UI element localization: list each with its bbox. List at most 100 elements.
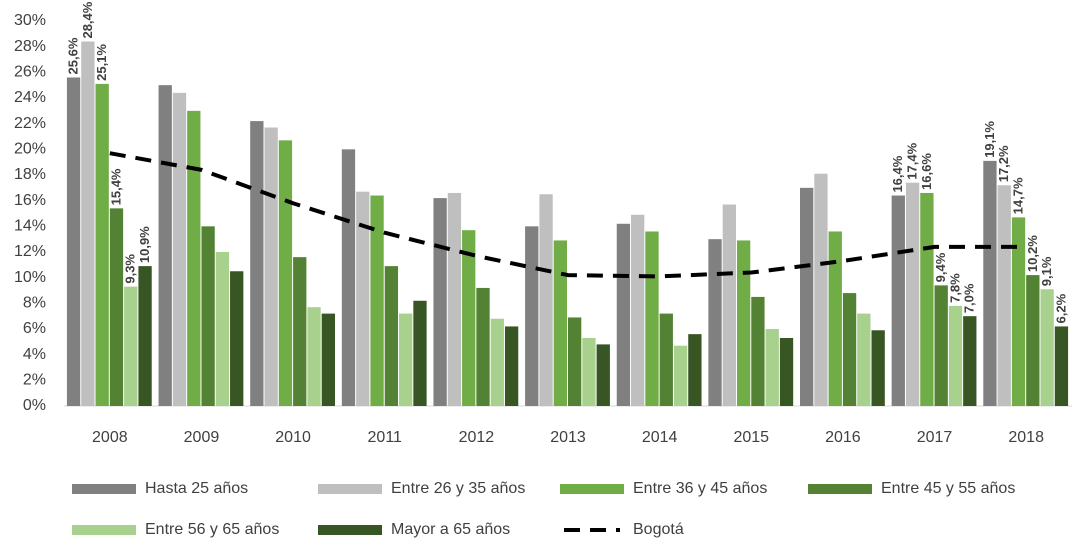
bar bbox=[109, 208, 124, 406]
bar bbox=[81, 41, 95, 407]
bar bbox=[433, 198, 447, 406]
value-label: 25,1% bbox=[94, 44, 109, 81]
legend-swatch bbox=[72, 525, 136, 535]
legend-label: Entre 26 y 35 años bbox=[391, 480, 525, 497]
bar bbox=[95, 83, 109, 406]
bar bbox=[568, 317, 582, 406]
bar bbox=[158, 85, 172, 407]
legend-label: Hasta 25 años bbox=[145, 480, 248, 497]
bar bbox=[891, 195, 905, 406]
bar bbox=[321, 313, 335, 406]
value-label: 19,1% bbox=[982, 121, 997, 158]
bar bbox=[384, 266, 399, 406]
bar bbox=[596, 344, 610, 406]
legend-swatch bbox=[560, 484, 624, 494]
y-tick-label: 18% bbox=[14, 166, 46, 183]
bar bbox=[307, 307, 321, 406]
value-label: 6,2% bbox=[1053, 293, 1068, 323]
x-tick-label: 2016 bbox=[825, 429, 861, 446]
bar bbox=[447, 192, 462, 406]
bar bbox=[293, 257, 307, 406]
value-label: 16,6% bbox=[919, 153, 934, 190]
legend-swatch bbox=[72, 484, 136, 494]
bar bbox=[736, 240, 751, 406]
y-tick-label: 20% bbox=[14, 141, 46, 158]
bar bbox=[370, 195, 384, 406]
value-label: 9,3% bbox=[123, 254, 138, 284]
bar bbox=[920, 192, 934, 406]
bar bbox=[1026, 275, 1040, 406]
bar bbox=[722, 204, 736, 406]
bar bbox=[230, 271, 244, 406]
bar bbox=[490, 318, 504, 406]
bar bbox=[250, 121, 264, 406]
y-tick-label: 12% bbox=[14, 243, 46, 260]
bar bbox=[659, 313, 673, 406]
y-tick-label: 14% bbox=[14, 218, 46, 235]
value-label: 10,9% bbox=[137, 226, 152, 263]
value-label: 7,8% bbox=[947, 273, 962, 303]
bar bbox=[356, 191, 370, 406]
x-tick-label: 2018 bbox=[1008, 429, 1044, 446]
x-tick-label: 2014 bbox=[642, 429, 678, 446]
bar bbox=[201, 226, 215, 406]
bar bbox=[983, 160, 997, 406]
y-tick-label: 6% bbox=[23, 320, 46, 337]
bar bbox=[553, 240, 567, 406]
bar bbox=[278, 140, 293, 406]
bar bbox=[948, 305, 963, 406]
bar bbox=[138, 266, 152, 406]
value-label: 10,2% bbox=[1025, 235, 1040, 272]
value-label: 15,4% bbox=[108, 168, 123, 205]
bar bbox=[124, 286, 138, 406]
bar bbox=[779, 337, 794, 406]
bar bbox=[800, 187, 814, 406]
bar bbox=[905, 182, 920, 406]
bar bbox=[814, 173, 828, 406]
y-tick-label: 2% bbox=[23, 372, 46, 389]
x-tick-label: 2010 bbox=[275, 429, 311, 446]
bar bbox=[871, 330, 885, 406]
y-tick-label: 4% bbox=[23, 346, 46, 363]
bar bbox=[341, 149, 356, 407]
value-label: 9,4% bbox=[933, 252, 948, 282]
x-tick-label: 2012 bbox=[459, 429, 495, 446]
bar bbox=[751, 296, 765, 406]
legend-label: Bogotá bbox=[633, 521, 684, 538]
bar bbox=[857, 313, 871, 406]
bar bbox=[264, 127, 278, 407]
bar bbox=[476, 287, 490, 406]
bar bbox=[172, 92, 187, 406]
legend-swatch bbox=[808, 484, 872, 494]
y-tick-label: 22% bbox=[14, 115, 46, 132]
value-label: 9,1% bbox=[1039, 256, 1054, 286]
bar bbox=[616, 223, 631, 406]
y-tick-label: 26% bbox=[14, 64, 46, 81]
x-tick-label: 2011 bbox=[368, 429, 403, 446]
x-tick-label: 2008 bbox=[92, 429, 128, 446]
bar bbox=[582, 337, 596, 406]
y-tick-label: 0% bbox=[23, 397, 46, 414]
legend-label: Entre 36 y 45 años bbox=[633, 480, 767, 497]
line-series bbox=[109, 151, 1027, 279]
bar bbox=[66, 77, 81, 406]
legend-label: Mayor a 65 años bbox=[391, 521, 510, 538]
y-tick-label: 16% bbox=[14, 192, 46, 209]
bar bbox=[673, 345, 688, 406]
x-tick-label: 2015 bbox=[733, 429, 769, 446]
value-label: 7,0% bbox=[962, 283, 977, 313]
bar bbox=[413, 300, 427, 406]
bar bbox=[963, 316, 977, 406]
value-label: 28,4% bbox=[80, 1, 95, 38]
bar bbox=[645, 231, 659, 406]
y-tick-label: 8% bbox=[23, 295, 46, 312]
bar bbox=[187, 110, 201, 406]
y-tick-label: 10% bbox=[14, 269, 46, 286]
bar bbox=[462, 230, 476, 406]
bar bbox=[708, 239, 722, 406]
value-label: 16,4% bbox=[890, 155, 905, 192]
bar bbox=[539, 194, 553, 406]
bar bbox=[828, 231, 842, 406]
bar bbox=[842, 293, 857, 406]
bar bbox=[934, 285, 948, 406]
